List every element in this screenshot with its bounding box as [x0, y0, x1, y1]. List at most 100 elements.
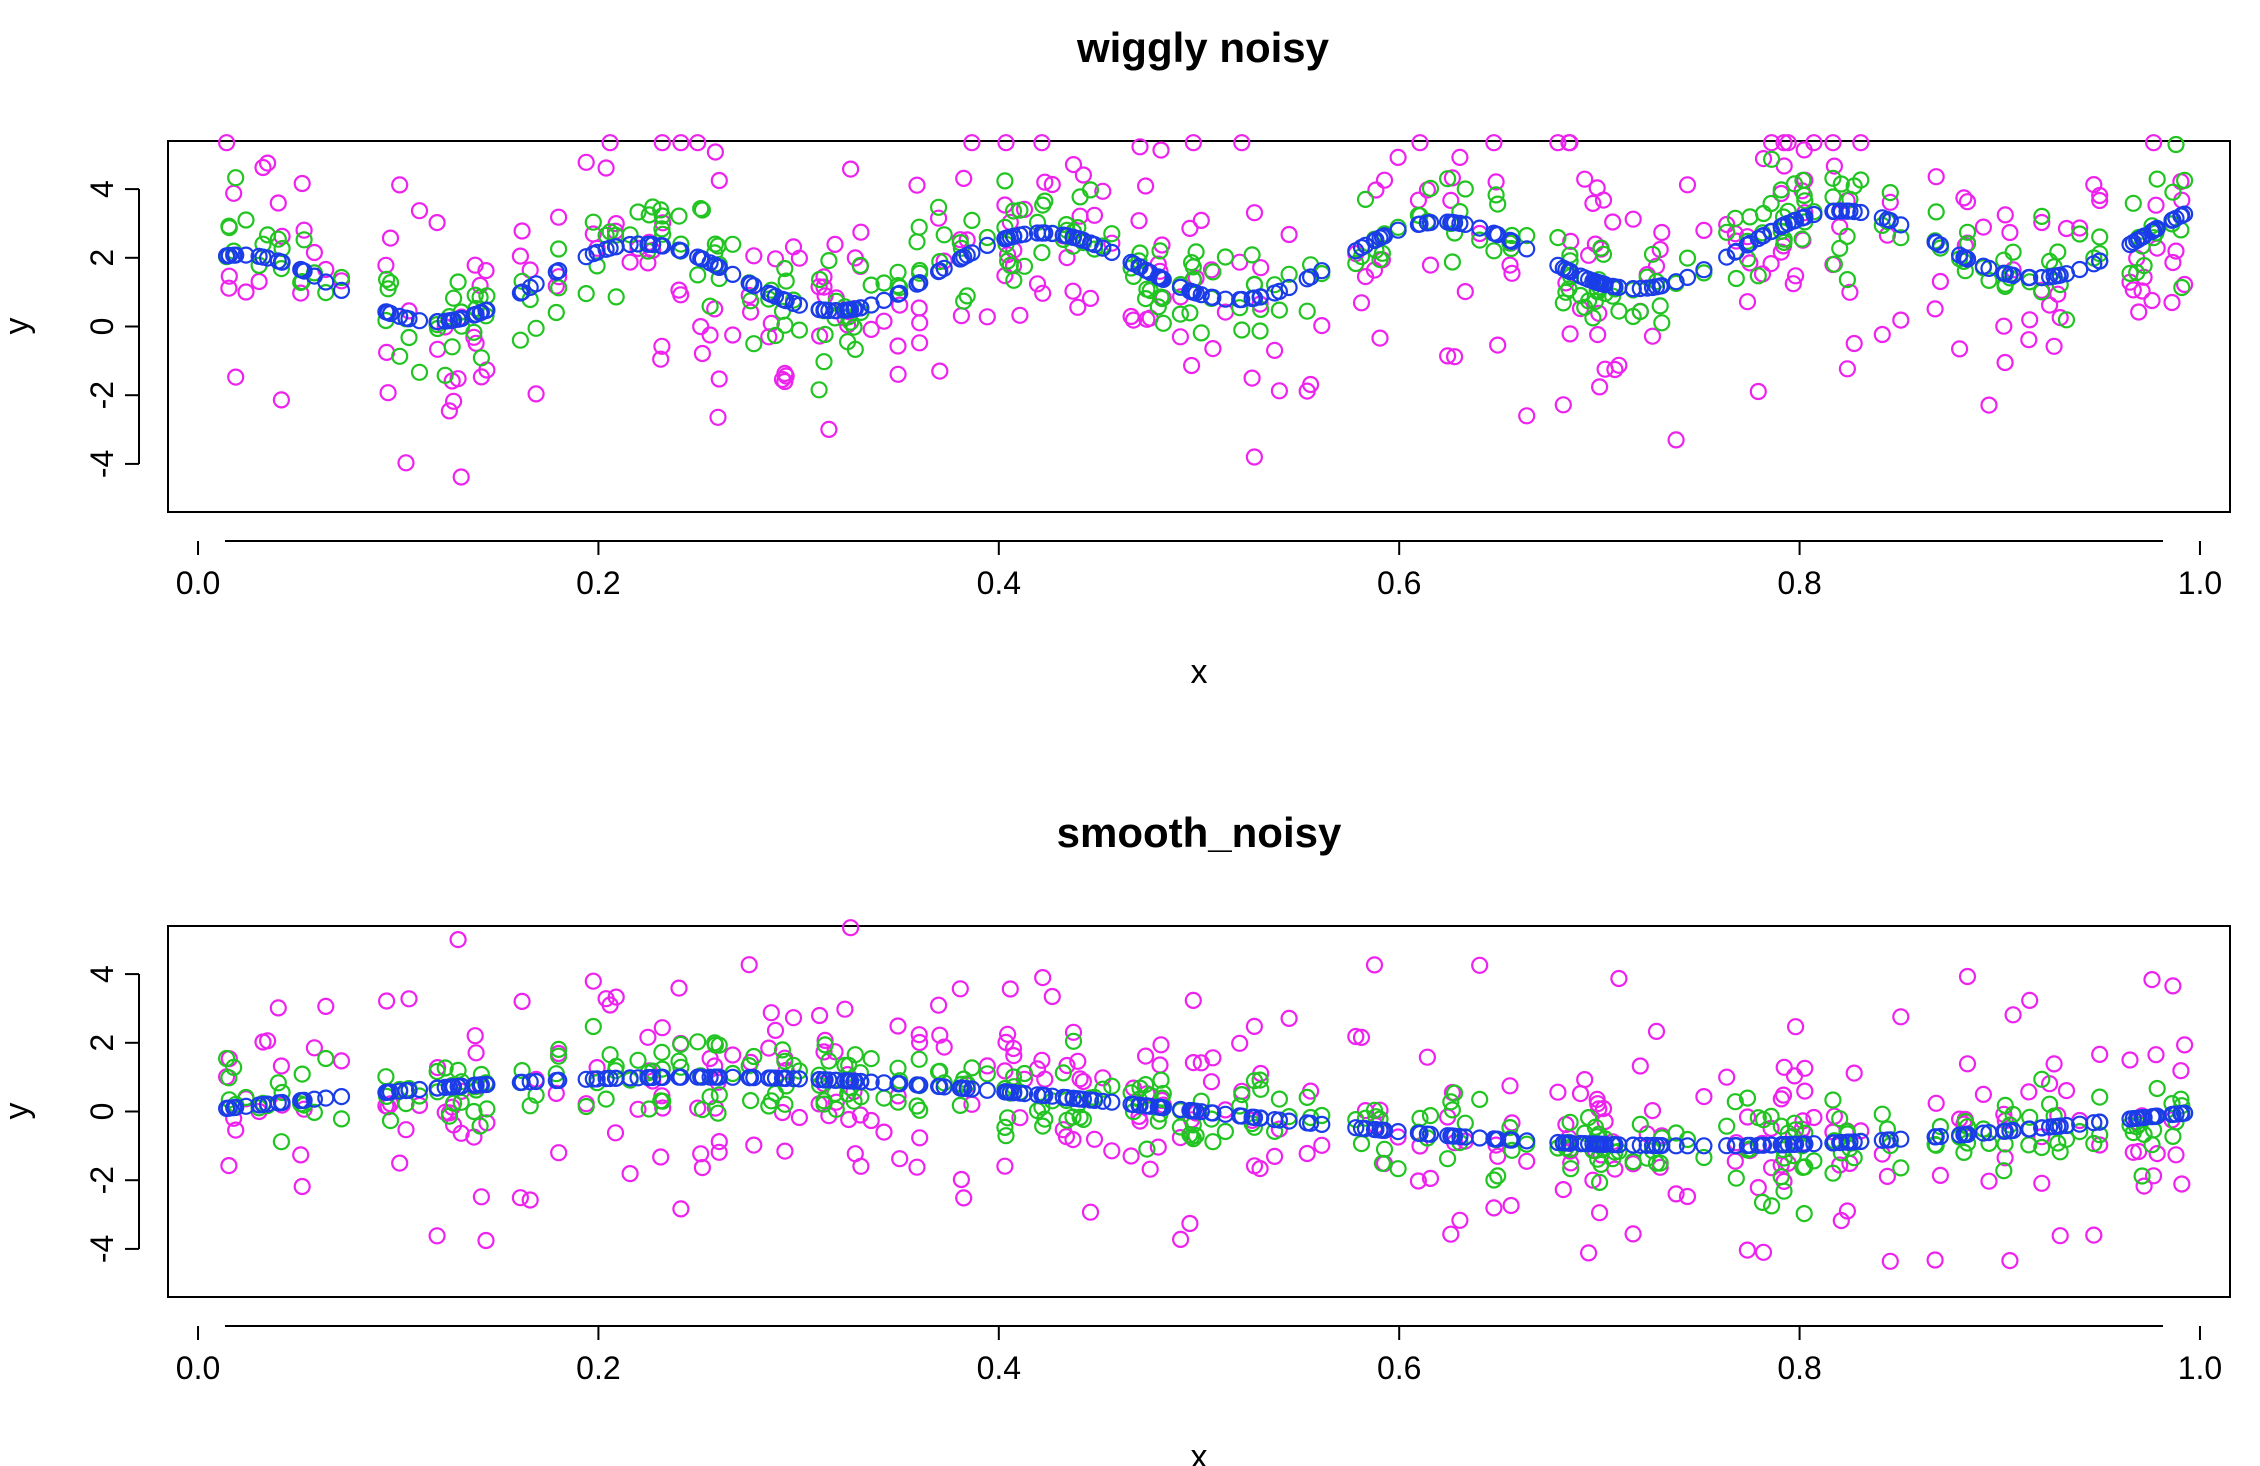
point-high-noise	[2045, 337, 2063, 355]
point-high-noise	[1695, 1087, 1713, 1106]
point-low-noise	[1518, 227, 1536, 245]
point-high-noise	[1418, 1048, 1437, 1066]
point-high-noise	[1738, 1241, 1757, 1259]
point-true-function	[1562, 263, 1580, 281]
point-low-noise	[644, 198, 662, 216]
point-low-noise	[654, 225, 672, 243]
point-high-noise	[1554, 1180, 1572, 1199]
point-high-noise	[1958, 1055, 1977, 1073]
point-high-noise	[428, 214, 446, 232]
point-low-noise	[220, 219, 238, 237]
point-low-noise	[2033, 1138, 2051, 1157]
point-high-noise	[220, 1156, 238, 1175]
point-high-noise	[467, 1044, 485, 1062]
point-high-noise	[1838, 1202, 1857, 1220]
point-true-function	[710, 258, 728, 276]
point-low-noise	[577, 1097, 595, 1116]
point-high-noise	[841, 919, 860, 937]
point-low-noise	[689, 266, 707, 284]
point-low-noise	[1251, 1071, 1269, 1089]
point-high-noise	[745, 247, 763, 265]
point-high-noise	[910, 1033, 929, 1052]
point-high-noise	[2085, 1226, 2103, 1244]
point-true-function	[1678, 1137, 1697, 1155]
point-true-function	[911, 274, 929, 292]
point-high-noise	[1043, 175, 1061, 194]
point-true-function	[1503, 232, 1521, 250]
point-high-noise	[672, 1200, 690, 1218]
point-low-noise	[1443, 1101, 1462, 1119]
point-low-noise	[1956, 262, 1974, 280]
point-high-noise	[1878, 1167, 1897, 1186]
point-low-noise	[269, 230, 287, 248]
point-high-noise	[1421, 1169, 1440, 1188]
point-true-function	[1892, 1130, 1910, 1148]
point-low-noise	[710, 1086, 728, 1104]
point-low-noise	[1181, 1126, 1199, 1144]
point-high-noise	[2033, 213, 2051, 232]
point-high-noise	[1610, 356, 1628, 374]
point-high-noise	[1069, 1052, 1087, 1070]
point-true-function	[1718, 248, 1736, 266]
point-high-noise	[1590, 378, 1609, 396]
point-low-noise	[741, 1091, 760, 1110]
point-high-noise	[1411, 134, 1429, 152]
point-high-noise	[2004, 1006, 2022, 1024]
point-low-noise	[1071, 1108, 1089, 1127]
point-low-noise	[1485, 1171, 1503, 1189]
point-true-function	[1270, 1111, 1289, 1129]
point-true-function	[332, 281, 351, 299]
point-low-noise	[428, 1062, 446, 1081]
point-high-noise	[1252, 259, 1270, 277]
point-high-noise	[1245, 204, 1264, 222]
point-true-function	[724, 1068, 742, 1086]
point-high-noise	[889, 337, 907, 355]
point-true-function	[400, 310, 418, 328]
point-high-noise	[2091, 1045, 2109, 1064]
point-low-noise	[1796, 192, 1814, 210]
point-high-noise	[1805, 1108, 1823, 1127]
x-tick-label: 0.2	[576, 1350, 620, 1386]
point-low-noise	[862, 1049, 880, 1068]
point-true-function	[1233, 1107, 1251, 1125]
point-high-noise	[1606, 1160, 1624, 1178]
point-low-noise	[640, 1100, 658, 1118]
point-high-noise	[745, 1136, 763, 1154]
point-true-function	[1762, 1136, 1781, 1154]
point-low-noise	[1233, 1085, 1251, 1104]
point-high-noise	[259, 154, 277, 172]
y-tick-label: -2	[84, 1166, 120, 1194]
point-low-noise	[2135, 257, 2153, 275]
point-true-function	[550, 262, 568, 280]
point-high-noise	[1184, 134, 1203, 152]
point-high-noise	[1243, 369, 1261, 387]
point-high-noise	[815, 1043, 833, 1061]
point-low-noise	[2148, 1079, 2166, 1098]
point-high-noise	[513, 222, 531, 240]
point-high-noise	[952, 1170, 971, 1189]
point-high-noise	[1131, 138, 1149, 156]
point-high-noise	[1409, 191, 1428, 209]
x-tick-label: 0.0	[176, 1350, 220, 1386]
point-high-noise	[2167, 1146, 2185, 1164]
point-high-noise	[810, 278, 828, 296]
point-low-noise	[1762, 1107, 1780, 1126]
point-high-noise	[1451, 148, 1469, 166]
point-low-noise	[378, 270, 396, 288]
point-high-noise	[2164, 977, 2182, 995]
point-high-noise	[1838, 360, 1857, 378]
point-true-function	[1852, 1132, 1870, 1151]
point-low-noise	[513, 1061, 531, 1080]
y-tick-label: -2	[84, 381, 120, 409]
point-low-noise	[1549, 229, 1567, 247]
point-true-function	[1445, 1127, 1464, 1145]
point-true-function	[852, 299, 870, 317]
point-high-noise	[1667, 1185, 1685, 1203]
point-low-noise	[2173, 278, 2191, 297]
point-low-noise	[2049, 1134, 2067, 1152]
point-true-function	[1094, 239, 1112, 257]
point-true-function	[601, 1069, 619, 1088]
point-low-noise	[745, 335, 763, 353]
point-high-noise	[710, 1143, 728, 1161]
point-low-noise	[317, 1049, 335, 1068]
